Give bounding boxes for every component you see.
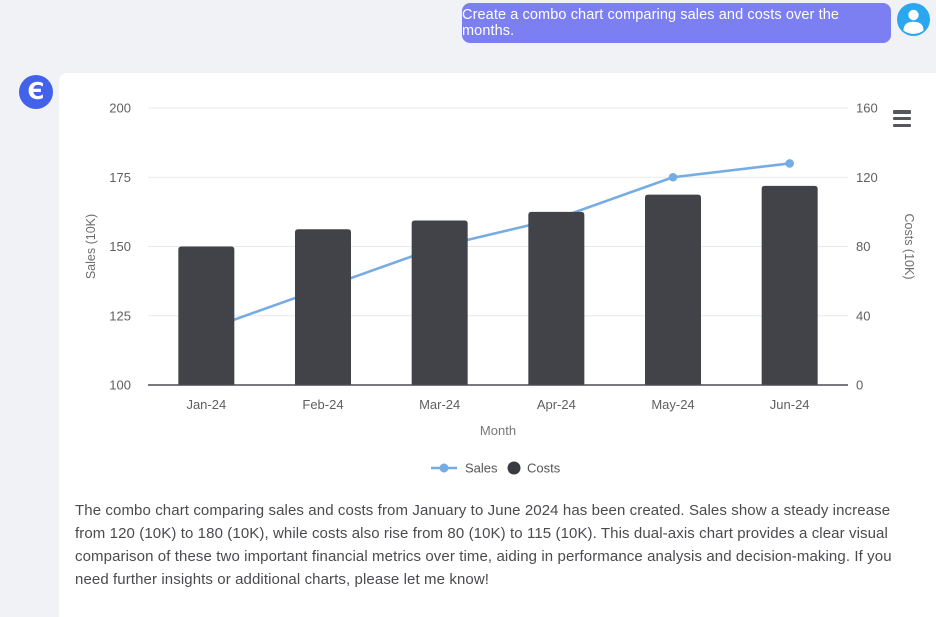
right-axis-tick: 160	[856, 101, 878, 116]
x-axis-title: Month	[480, 423, 516, 438]
right-axis-title: Costs (10K)	[902, 214, 916, 280]
chart-legend: Sales Costs	[431, 461, 561, 476]
left-axis-tick: 125	[109, 308, 131, 323]
left-axis-tick: 100	[109, 378, 131, 393]
bar-Jun-24[interactable]	[761, 185, 818, 385]
bar-May-24[interactable]	[645, 194, 701, 385]
bar-Apr-24[interactable]	[528, 211, 585, 385]
chart-menu-icon[interactable]	[893, 110, 911, 127]
right-axis-tick: 40	[856, 308, 870, 323]
x-axis-tick: Jun-24	[770, 397, 810, 412]
x-axis-tick: Mar-24	[419, 397, 460, 412]
legend-item-sales[interactable]: Sales	[431, 461, 498, 476]
user-message-text: Create a combo chart comparing sales and…	[462, 7, 840, 39]
right-axis-tick: 120	[856, 170, 878, 185]
x-axis-tick: Apr-24	[537, 397, 576, 412]
x-axis-tick: May-24	[651, 397, 694, 412]
assistant-message: The combo chart comparing sales and cost…	[75, 502, 892, 588]
assistant-logo: Є	[19, 75, 53, 109]
combo-chart: 200 175 150 125 100 160 120 80 40 0 Jan-24 Feb-24 Ma…	[59, 73, 936, 493]
combo-chart-canvas: 200 175 150 125 100 160 120 80 40 0 Jan-24 Feb-24 Ma…	[84, 101, 916, 476]
right-axis-tick: 0	[856, 378, 863, 393]
legend-costs-label: Costs	[527, 461, 561, 476]
bar-Mar-24[interactable]	[411, 220, 468, 385]
x-axis-tick: Feb-24	[302, 397, 343, 412]
line-point-Jun-24[interactable]	[785, 159, 794, 168]
assistant-logo-glyph: Є	[27, 79, 45, 105]
line-point-May-24[interactable]	[668, 172, 678, 182]
legend-item-costs[interactable]: Costs	[507, 461, 561, 476]
user-message-bubble: Create a combo chart comparing sales and…	[462, 3, 891, 43]
bar-Jan-24[interactable]	[178, 246, 235, 386]
assistant-response-card: 200 175 150 125 100 160 120 80 40 0 Jan-24 Feb-24 Ma…	[59, 73, 936, 617]
legend-costs-marker	[507, 461, 521, 475]
costs-bar-series	[178, 185, 818, 386]
x-axis-tick: Jan-24	[186, 397, 226, 412]
bar-Feb-24[interactable]	[295, 229, 351, 385]
left-axis-tick: 175	[109, 170, 131, 185]
legend-sales-label: Sales	[465, 461, 498, 476]
legend-sales-dot-marker	[439, 463, 449, 473]
left-axis-title: Sales (10K)	[84, 214, 98, 279]
user-avatar-icon	[897, 3, 930, 36]
user-avatar	[897, 3, 930, 36]
left-axis-tick: 200	[109, 101, 131, 116]
gridlines	[148, 107, 848, 317]
left-axis-tick: 150	[109, 239, 131, 254]
right-axis-tick: 80	[856, 239, 870, 254]
